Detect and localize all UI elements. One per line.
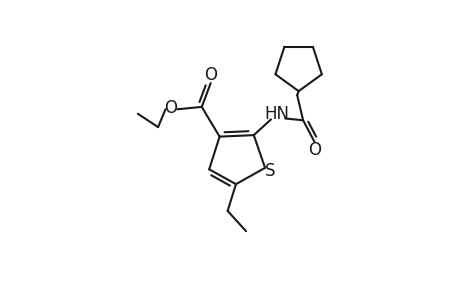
- Text: S: S: [264, 162, 275, 180]
- Text: HN: HN: [264, 105, 289, 123]
- Text: O: O: [164, 99, 177, 117]
- Text: O: O: [308, 141, 321, 159]
- Text: O: O: [204, 66, 217, 84]
